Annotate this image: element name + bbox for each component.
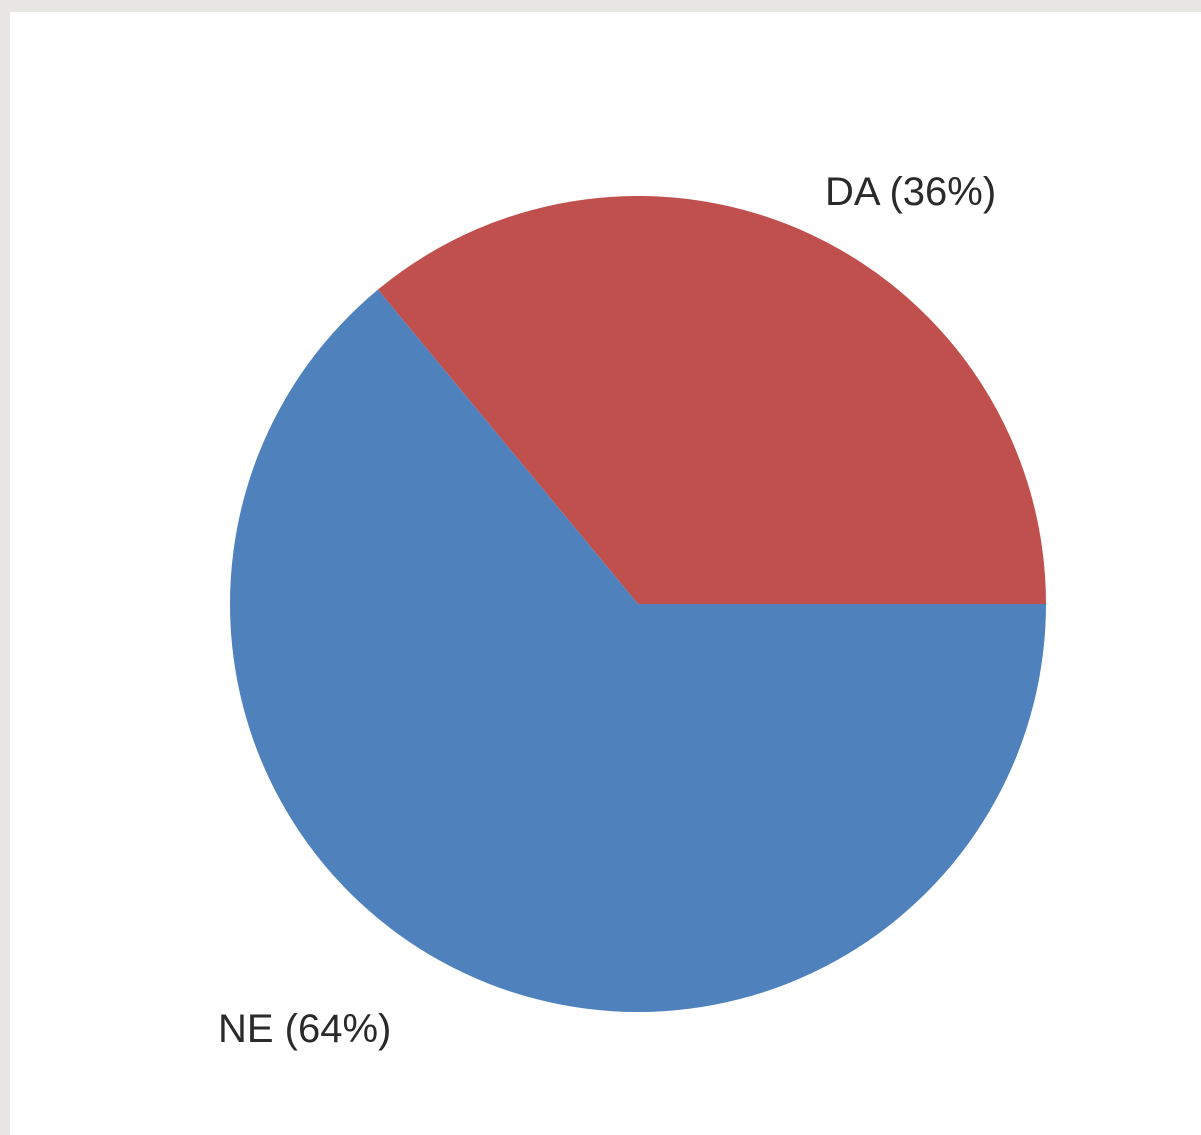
slice-labels: DA (36%) NE (64%) bbox=[218, 170, 996, 1051]
slice-label-da: DA (36%) bbox=[825, 170, 996, 214]
pie-slice-da bbox=[377, 196, 1046, 605]
pie-slices bbox=[229, 196, 1046, 1012]
slice-label-ne: NE (64%) bbox=[218, 1007, 391, 1051]
pie-slice-ne bbox=[229, 289, 1046, 1012]
